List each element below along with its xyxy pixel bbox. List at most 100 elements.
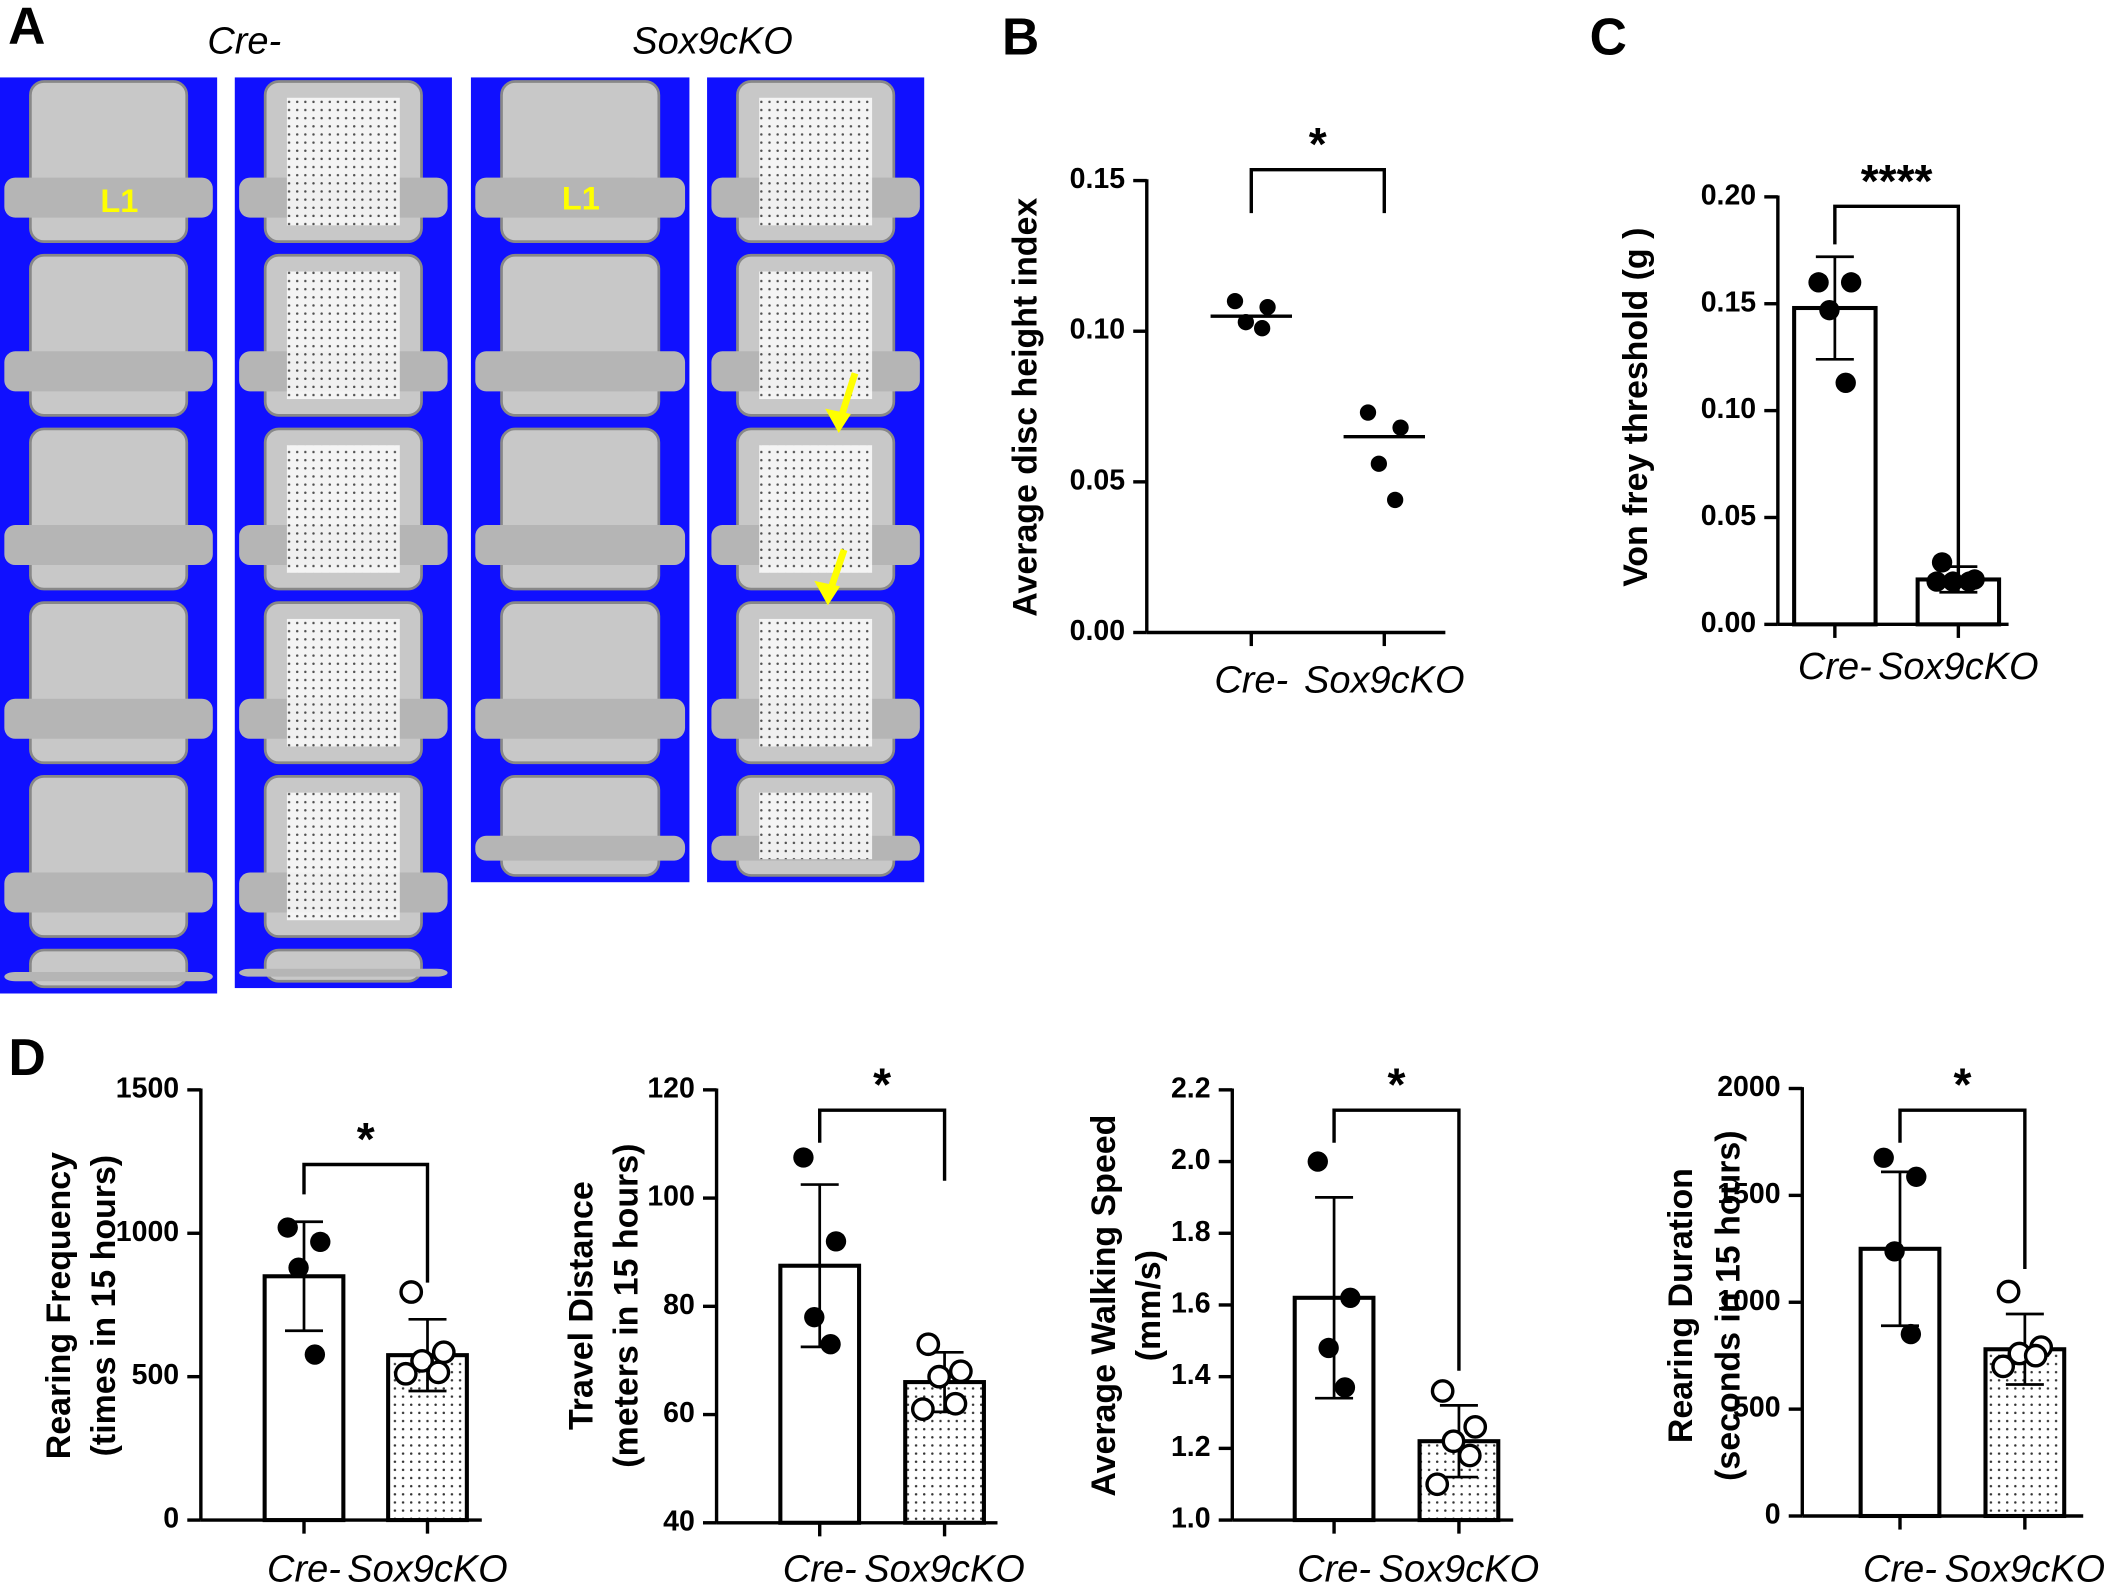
x-tick-label: Sox9cKO [1379,1549,1540,1588]
data-point [1237,314,1254,331]
data-point [1387,491,1404,509]
significance-bracket [1898,1108,2027,1270]
y-tick-label: 1500 [1717,1178,1780,1210]
data-point [820,1334,841,1355]
data-point [288,1257,309,1278]
x-tick-label: Cre- [783,1549,857,1588]
y-axis-label: Von frey threshold (g ) [1617,228,1655,587]
data-point [426,1360,451,1385]
trabecular [286,271,400,400]
arrow-head [814,580,841,606]
arrow-head [825,408,851,433]
data-point [910,1397,935,1422]
data-point [399,1280,424,1304]
data-point [804,1306,825,1328]
chart: B 0.00 0.05 0.10 0.15 Average disc height ind… [1002,7,1465,701]
y-tick-label: 80 [663,1289,695,1321]
process [4,698,213,739]
data-point [1307,1151,1328,1172]
y-axis-label: Average disc height index [1006,198,1044,617]
panel-label: B [1002,7,1039,65]
process [475,525,686,566]
y-tick-label: 0.15 [1701,286,1757,318]
micro-ct-panel: A Cre- Sox9cKO L1 L1 [0,0,925,994]
process [239,968,448,977]
data-point [1430,1379,1455,1403]
data-point [310,1231,331,1253]
data-point [1359,404,1377,421]
panel-label: A [8,0,45,55]
data-point [1906,1166,1927,1187]
y-tick-label: 60 [663,1397,695,1429]
y-tick-label: 500 [132,1359,180,1391]
y-tick-label: 0.05 [1701,500,1757,532]
y-axis-label: (mm/s) [1130,1250,1168,1361]
panel-label: C [1590,7,1627,65]
y-tick-label: 0 [163,1503,179,1535]
data-point [927,1364,952,1389]
vertebra [500,253,661,417]
y-tick-label: 2.0 [1171,1144,1211,1176]
process [4,351,213,392]
data-point [410,1349,434,1373]
y-tick-label: 0.00 [1701,607,1756,639]
process [4,525,213,566]
vertebra-label: L1 [562,181,600,217]
y-tick-label: 0.15 [1070,163,1126,195]
y-tick-label: 0.10 [1070,314,1125,346]
data-point [1931,552,1953,573]
x-tick-label: Cre- [267,1549,341,1588]
significance-bracket [1332,1108,1461,1371]
data-point [2023,1343,2048,1368]
data-point [916,1332,941,1357]
chart: C 0.00 0.05 0.10 0.15 0.20 Von frey threshold … [1590,7,2039,688]
data-point [1318,1337,1339,1359]
data-point [1835,372,1856,393]
x-tick-label: Cre- [1297,1549,1371,1588]
data-point [1884,1241,1905,1262]
trabecular [286,445,400,573]
data-point [1392,419,1409,436]
significance-label: * [1953,1059,1971,1111]
group-label: Cre- [207,21,281,63]
y-tick-label: 1.6 [1171,1287,1211,1319]
trabecular [759,792,873,860]
x-tick-label: Sox9cKO [1304,660,1465,702]
vertebra [29,253,189,417]
x-tick-label: Sox9cKO [1945,1549,2106,1588]
error-bar [1315,1196,1354,1400]
trabecular [759,618,873,747]
data-point [1840,272,1862,293]
trabecular [286,618,400,747]
chart: 0 500 1000 1500 2000 Rearing Duration (seconds… [1662,1059,2105,1588]
group-label: Sox9cKO [632,21,793,63]
data-point [793,1147,814,1168]
data-point [1463,1414,1488,1439]
y-tick-label: 40 [663,1505,695,1537]
x-tick-label: Sox9cKO [864,1549,1025,1588]
data-point [1370,455,1387,472]
y-tick-label: 2.2 [1171,1072,1211,1104]
process [4,872,213,913]
bar [1792,305,1878,627]
data-point [1900,1323,1922,1345]
y-tick-label: 1.2 [1171,1431,1211,1463]
vertebra-label: L1 [100,183,138,219]
significance-label: * [1388,1059,1406,1111]
trabecular [286,97,400,226]
trabecular [759,445,873,573]
x-tick-label: Sox9cKO [347,1549,508,1588]
data-point [1991,1354,2016,1379]
data-point [825,1231,847,1252]
chart: 40 60 80 100 120 Travel Distance (meters in 15… [563,1059,1025,1588]
x-tick-label: Cre- [1863,1549,1937,1588]
data-point [431,1340,456,1365]
data-point [1441,1429,1466,1454]
data-point [1457,1443,1482,1468]
data-point [1873,1147,1894,1168]
y-axis-label: (seconds in 15 hours) [1709,1130,1747,1480]
data-point [1334,1377,1356,1398]
data-point [277,1217,298,1238]
process [475,351,686,392]
